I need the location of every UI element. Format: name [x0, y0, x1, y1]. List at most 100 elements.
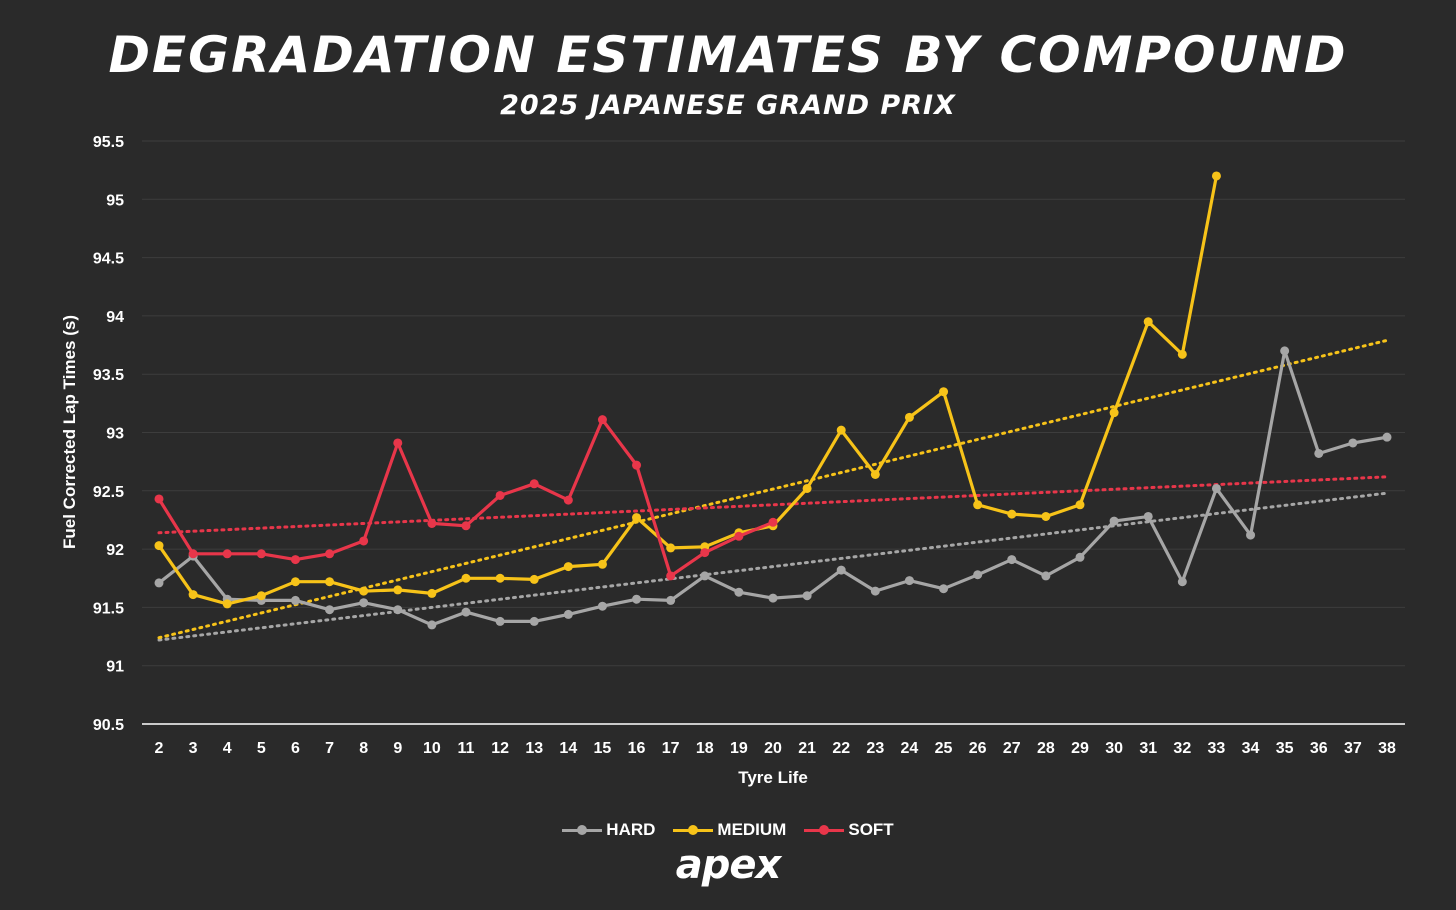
- data-point-soft: [563, 495, 573, 505]
- x-tick-label: 24: [901, 740, 919, 757]
- x-tick-label: 34: [1242, 740, 1260, 757]
- data-point-hard: [1280, 346, 1290, 356]
- series-line-medium: [157, 174, 1219, 606]
- data-point-medium: [495, 573, 505, 583]
- data-point-medium: [1041, 511, 1051, 521]
- legend-item-hard[interactable]: HARD: [562, 820, 655, 840]
- x-tick-label: 5: [257, 740, 266, 757]
- y-tick-label: 94: [106, 309, 124, 326]
- chart-title: DEGRADATION ESTIMATES BY COMPOUND: [108, 26, 1348, 84]
- data-point-medium: [1177, 349, 1187, 359]
- data-point-medium: [529, 574, 539, 584]
- x-axis-title: Tyre Life: [738, 768, 808, 787]
- data-point-hard: [461, 607, 471, 617]
- x-tick-label: 11: [458, 740, 475, 757]
- data-point-soft: [768, 517, 778, 527]
- apex-logo: apex: [675, 842, 782, 888]
- data-point-soft: [427, 518, 437, 528]
- legend-label-medium: MEDIUM: [717, 820, 787, 839]
- legend-label-hard: HARD: [606, 820, 656, 839]
- y-tick-label: 95: [106, 192, 124, 209]
- data-point-hard: [1177, 577, 1187, 587]
- data-point-medium: [359, 586, 369, 596]
- data-point-soft: [734, 531, 744, 541]
- data-point-hard: [1007, 555, 1017, 565]
- data-point-hard: [325, 605, 335, 615]
- x-tick-label: 28: [1037, 740, 1055, 757]
- data-point-soft: [666, 571, 676, 581]
- x-tick-label: 22: [832, 740, 850, 757]
- y-tick-label: 92.5: [93, 484, 124, 501]
- data-point-medium: [666, 543, 676, 553]
- data-point-soft: [393, 438, 403, 448]
- x-tick-label: 2: [155, 740, 164, 757]
- data-point-medium: [973, 500, 983, 510]
- x-tick-label: 13: [525, 740, 543, 757]
- legend-item-soft[interactable]: SOFT: [804, 820, 894, 840]
- data-point-hard: [700, 571, 710, 581]
- legend-item-medium[interactable]: MEDIUM: [673, 820, 786, 840]
- data-point-soft: [154, 494, 164, 504]
- x-tick-label: 17: [662, 740, 680, 757]
- data-point-medium: [1109, 408, 1119, 418]
- data-point-soft: [256, 549, 266, 559]
- chart-subtitle: 2025 JAPANESE GRAND PRIX: [500, 90, 956, 121]
- y-tick-label: 90.5: [93, 717, 124, 734]
- trendline-soft: [157, 475, 1389, 535]
- data-point-hard: [802, 591, 812, 601]
- y-tick-label: 93: [106, 426, 124, 443]
- data-point-soft: [529, 479, 539, 489]
- y-tick-label: 95.5: [93, 134, 124, 151]
- data-point-hard: [973, 570, 983, 580]
- data-point-hard: [597, 601, 607, 611]
- x-tick-label: 27: [1003, 740, 1021, 757]
- data-point-hard: [632, 594, 642, 604]
- data-point-hard: [1314, 448, 1324, 458]
- data-point-medium: [563, 562, 573, 572]
- trendline-medium: [157, 338, 1389, 640]
- data-point-medium: [1143, 317, 1153, 327]
- data-point-hard: [1109, 516, 1119, 526]
- data-point-medium: [1007, 509, 1017, 519]
- data-point-hard: [1041, 571, 1051, 581]
- x-tick-label: 25: [935, 740, 953, 757]
- x-tick-label: 9: [393, 740, 402, 757]
- data-point-soft: [222, 549, 232, 559]
- data-point-hard: [154, 578, 164, 588]
- data-point-hard: [529, 616, 539, 626]
- legend: HARD MEDIUM SOFT: [0, 820, 1456, 840]
- data-point-medium: [1211, 171, 1221, 181]
- data-point-medium: [802, 483, 812, 493]
- data-point-hard: [1348, 438, 1358, 448]
- x-tick-label: 36: [1310, 740, 1328, 757]
- data-point-medium: [632, 513, 642, 523]
- y-tick-label: 94.5: [93, 251, 124, 268]
- data-point-soft: [325, 549, 335, 559]
- data-point-medium: [188, 590, 198, 600]
- data-point-hard: [393, 605, 403, 615]
- data-point-medium: [154, 541, 164, 551]
- y-tick-label: 92: [106, 542, 124, 559]
- x-tick-label: 23: [866, 740, 884, 757]
- data-point-medium: [427, 588, 437, 598]
- x-tick-label: 21: [798, 740, 816, 757]
- data-point-soft: [290, 555, 300, 565]
- data-point-medium: [393, 585, 403, 595]
- x-tick-label: 19: [730, 740, 748, 757]
- data-point-medium: [461, 573, 471, 583]
- data-point-medium: [1075, 500, 1085, 510]
- data-point-medium: [836, 425, 846, 435]
- y-axis-title: Fuel Corrected Lap Times (s): [60, 315, 79, 549]
- data-point-medium: [325, 577, 335, 587]
- data-point-medium: [870, 469, 880, 479]
- legend-swatch-medium: [673, 820, 714, 840]
- data-point-medium: [222, 599, 232, 609]
- data-point-soft: [461, 521, 471, 531]
- x-tick-label: 30: [1105, 740, 1123, 757]
- x-tick-label: 26: [969, 740, 987, 757]
- data-point-hard: [1382, 432, 1392, 442]
- x-tick-label: 31: [1139, 740, 1157, 757]
- data-point-hard: [939, 584, 949, 594]
- data-point-medium: [597, 559, 607, 569]
